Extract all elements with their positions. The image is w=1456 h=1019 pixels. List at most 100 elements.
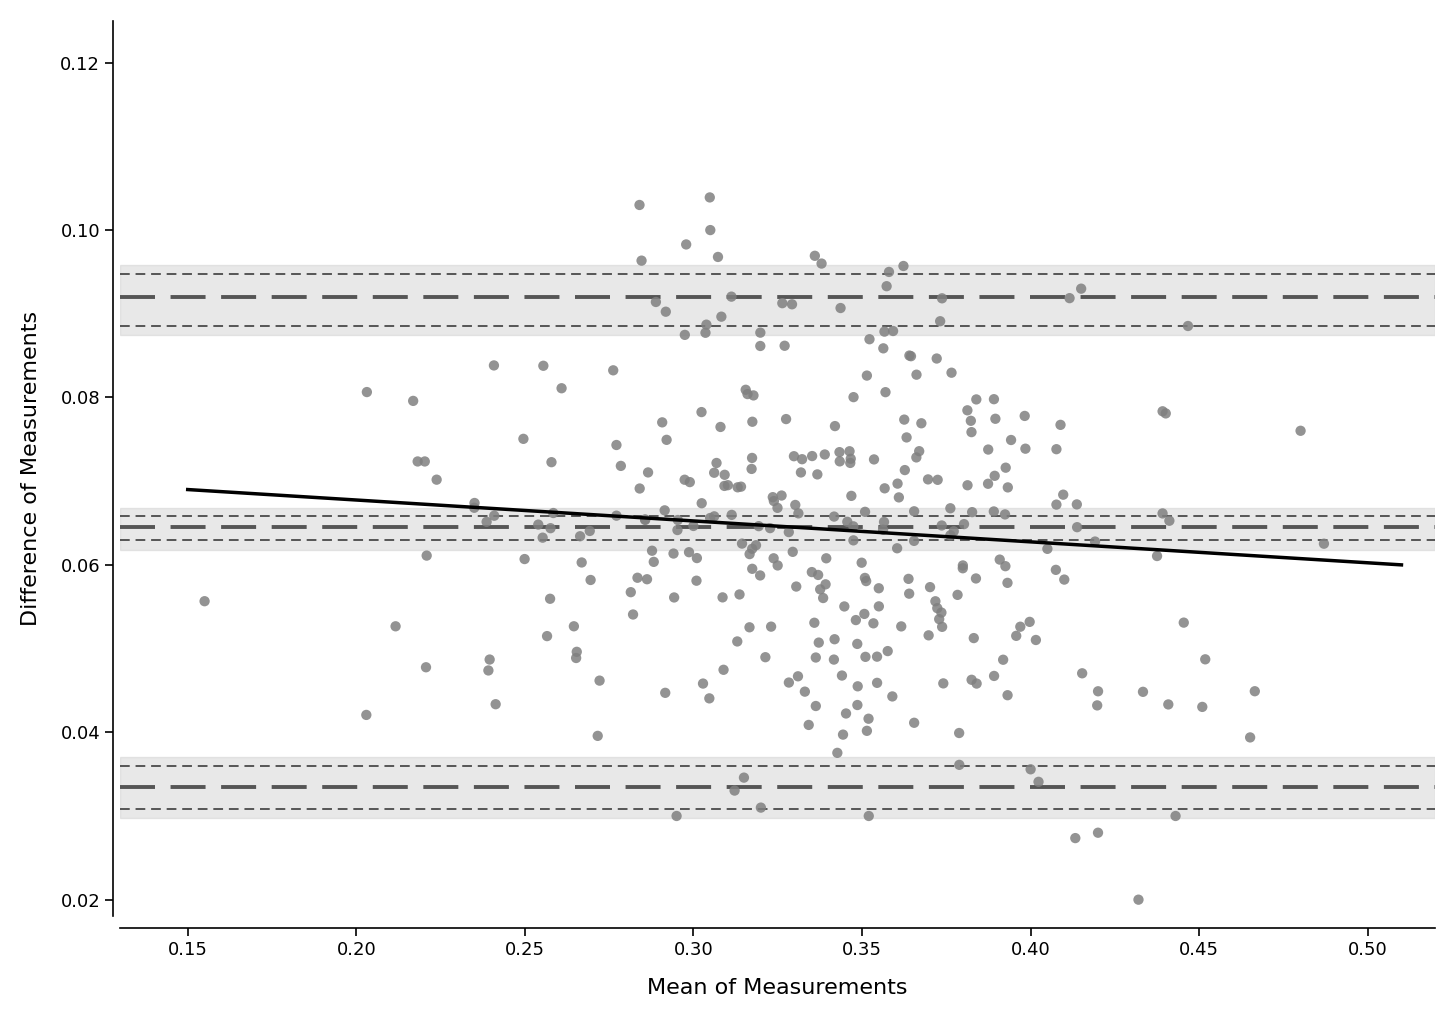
Point (917, 627, 941, 643)
Point (853, 503, 877, 520)
Point (731, 535, 754, 551)
Point (964, 571, 987, 587)
Point (642, 553, 665, 570)
Point (831, 727, 855, 743)
Point (406, 453, 430, 470)
Point (588, 673, 612, 689)
Point (828, 444, 852, 461)
Point (887, 489, 910, 505)
Point (786, 668, 810, 685)
Point (811, 590, 834, 606)
Point (766, 499, 789, 516)
Point (942, 523, 965, 539)
Point (923, 593, 946, 609)
Point (741, 560, 764, 577)
Point (1024, 632, 1047, 648)
Bar (121, 265, 1436, 334)
Point (414, 453, 437, 470)
Point (531, 358, 555, 374)
Point (1150, 404, 1174, 420)
Point (952, 516, 976, 532)
Point (1044, 561, 1067, 578)
Point (463, 495, 486, 512)
Point (983, 391, 1006, 408)
Y-axis label: Difference of Measurements: Difference of Measurements (20, 311, 41, 627)
Point (868, 580, 891, 596)
Point (703, 508, 727, 525)
Point (1070, 280, 1093, 297)
Point (808, 581, 831, 597)
Point (1053, 572, 1076, 588)
Point (930, 518, 954, 534)
Bar (121, 507, 1436, 550)
Point (773, 337, 796, 354)
Point (1019, 761, 1042, 777)
Point (837, 443, 860, 460)
Point (1045, 441, 1069, 458)
Point (802, 614, 826, 631)
Point (983, 667, 1006, 684)
Point (1155, 406, 1178, 422)
Point (916, 471, 939, 487)
Point (904, 367, 927, 383)
Point (939, 527, 962, 543)
Point (415, 547, 438, 564)
Point (833, 598, 856, 614)
Point (775, 411, 798, 427)
Point (850, 554, 874, 571)
Point (578, 523, 601, 539)
Point (699, 222, 722, 238)
Point (536, 628, 559, 644)
Point (840, 488, 863, 504)
Point (878, 264, 901, 280)
X-axis label: Mean of Measurements: Mean of Measurements (648, 978, 909, 999)
Point (641, 542, 664, 558)
Point (1131, 684, 1155, 700)
Point (951, 557, 974, 574)
Point (667, 512, 690, 528)
Point (709, 419, 732, 435)
Point (513, 551, 536, 568)
Point (1312, 536, 1335, 552)
Point (1150, 505, 1174, 522)
Point (475, 514, 498, 530)
Point (789, 465, 812, 481)
Point (872, 522, 895, 538)
Point (713, 467, 737, 483)
Point (705, 454, 728, 471)
Point (1127, 892, 1150, 908)
Point (780, 297, 804, 313)
Point (1239, 730, 1262, 746)
Point (993, 506, 1016, 523)
Point (897, 586, 920, 602)
Point (1086, 683, 1109, 699)
Point (823, 508, 846, 525)
Point (862, 615, 885, 632)
Point (1146, 548, 1169, 565)
Point (865, 675, 888, 691)
Point (565, 650, 588, 666)
Point (783, 497, 807, 514)
Point (1035, 541, 1059, 557)
Point (609, 458, 632, 474)
Point (1191, 699, 1214, 715)
Point (628, 480, 651, 496)
Point (828, 453, 852, 470)
Point (872, 323, 895, 339)
Point (355, 707, 379, 723)
Point (796, 716, 820, 733)
Point (836, 514, 859, 530)
Point (741, 541, 764, 557)
Point (748, 324, 772, 340)
Point (853, 605, 877, 622)
Point (711, 589, 734, 605)
Point (727, 479, 750, 495)
Bar (121, 757, 1436, 817)
Point (673, 327, 696, 343)
Point (587, 728, 610, 744)
Point (619, 584, 642, 600)
Point (930, 619, 954, 635)
Point (893, 412, 916, 428)
Point (948, 725, 971, 741)
Point (635, 571, 658, 587)
